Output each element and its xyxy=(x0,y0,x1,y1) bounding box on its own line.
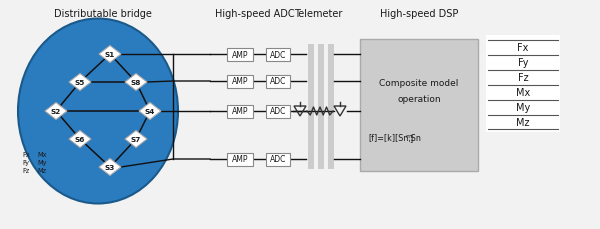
Text: AMP: AMP xyxy=(232,107,248,116)
Text: S3: S3 xyxy=(105,164,115,170)
Text: Fy: Fy xyxy=(22,159,29,165)
Text: High-speed ADC: High-speed ADC xyxy=(215,9,295,19)
Polygon shape xyxy=(45,103,67,120)
Text: S7: S7 xyxy=(131,136,141,142)
Text: Fz: Fz xyxy=(22,167,29,173)
Polygon shape xyxy=(125,74,147,91)
Text: S8: S8 xyxy=(131,80,141,86)
Bar xyxy=(266,48,290,61)
Text: Mz: Mz xyxy=(516,117,530,128)
Bar xyxy=(227,105,253,118)
Bar xyxy=(328,45,334,169)
Text: S2: S2 xyxy=(51,109,61,114)
Text: ADC: ADC xyxy=(270,50,286,59)
Bar xyxy=(266,105,290,118)
Polygon shape xyxy=(99,159,121,176)
Text: AMP: AMP xyxy=(232,155,248,164)
Bar xyxy=(486,36,560,132)
Text: S4: S4 xyxy=(145,109,155,114)
Text: S6: S6 xyxy=(75,136,85,142)
Text: ADC: ADC xyxy=(270,107,286,116)
Bar xyxy=(227,153,253,166)
Text: My: My xyxy=(516,103,530,112)
Bar xyxy=(227,48,253,61)
Polygon shape xyxy=(139,103,161,120)
Bar xyxy=(308,45,314,169)
Text: Mz: Mz xyxy=(37,167,46,173)
Text: [f]=[k][Sn,Sn: [f]=[k][Sn,Sn xyxy=(368,134,421,143)
Ellipse shape xyxy=(18,19,178,204)
Text: AMP: AMP xyxy=(232,50,248,59)
Polygon shape xyxy=(99,46,121,63)
Text: ADC: ADC xyxy=(270,77,286,86)
Text: Fz: Fz xyxy=(518,73,529,83)
Text: operation: operation xyxy=(397,95,441,104)
Text: Fy: Fy xyxy=(518,58,528,68)
Text: Composite model: Composite model xyxy=(379,79,458,88)
Text: S1: S1 xyxy=(105,52,115,58)
Text: Mx: Mx xyxy=(516,88,530,98)
Text: Fx: Fx xyxy=(22,151,29,157)
Text: m: m xyxy=(405,133,411,138)
Polygon shape xyxy=(69,131,91,148)
Text: Mx: Mx xyxy=(37,151,47,157)
Text: Telemeter: Telemeter xyxy=(294,9,342,19)
Bar xyxy=(266,75,290,88)
Text: High-speed DSP: High-speed DSP xyxy=(380,9,458,19)
Bar xyxy=(318,45,324,169)
Bar xyxy=(266,153,290,166)
Polygon shape xyxy=(125,131,147,148)
Bar xyxy=(360,40,478,171)
Text: Fx: Fx xyxy=(517,43,529,53)
Text: My: My xyxy=(37,159,47,165)
Text: ADC: ADC xyxy=(270,155,286,164)
Bar xyxy=(227,75,253,88)
Text: ]: ] xyxy=(409,134,412,143)
Text: S5: S5 xyxy=(75,80,85,86)
Text: AMP: AMP xyxy=(232,77,248,86)
Text: Distributable bridge: Distributable bridge xyxy=(54,9,152,19)
Polygon shape xyxy=(69,74,91,91)
